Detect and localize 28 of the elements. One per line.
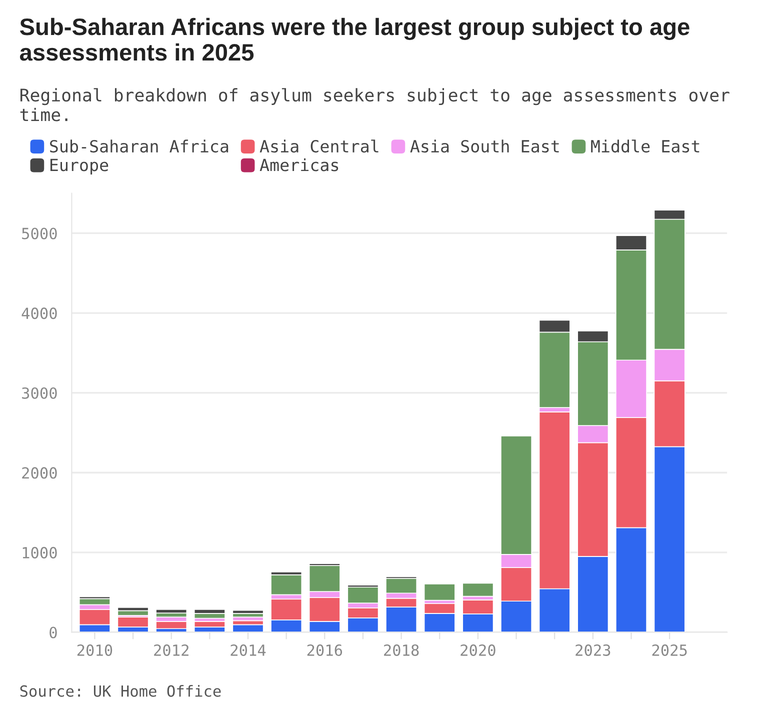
x-tick-label: 2014 [230, 644, 266, 656]
legend-label: Asia South East [410, 140, 559, 153]
x-tick-label: 2020 [460, 644, 496, 656]
y-tick-label: 2000 [22, 467, 57, 479]
y-tick-label: 0 [50, 626, 57, 638]
chart-subtitle: Regional breakdown of asylum seekers subject to age assessments over time. [20, 88, 730, 122]
x-tick-label: 2018 [384, 644, 419, 656]
bar [462, 582, 494, 597]
legend-label: Middle East [591, 140, 700, 153]
x-tick-label: 2025 [652, 644, 687, 656]
x-tick-label: 2023 [576, 644, 610, 656]
x-tick-label: 2016 [307, 644, 342, 656]
y-tick-label: 5000 [22, 228, 57, 240]
y-tick-label: 3000 [22, 387, 57, 399]
y-tick-label: 4000 [22, 308, 57, 320]
source-note: Source: UK Home Office [20, 685, 221, 697]
bar [270, 574, 302, 596]
bar [424, 584, 456, 601]
legend-label: Asia Central [260, 140, 378, 153]
legend-label: Sub-Saharan Africa [50, 140, 228, 153]
chart-title: Sub-Saharan Africans were the largest group subject to age assessments in 2025 [20, 18, 690, 61]
y-tick-label: 1000 [22, 546, 57, 558]
bar [156, 609, 188, 614]
legend-label: Europe [50, 158, 108, 175]
x-tick-label: 2010 [77, 644, 112, 656]
legend-label: Americas [260, 158, 338, 172]
x-tick-label: 2012 [154, 644, 188, 656]
bar [232, 610, 264, 614]
